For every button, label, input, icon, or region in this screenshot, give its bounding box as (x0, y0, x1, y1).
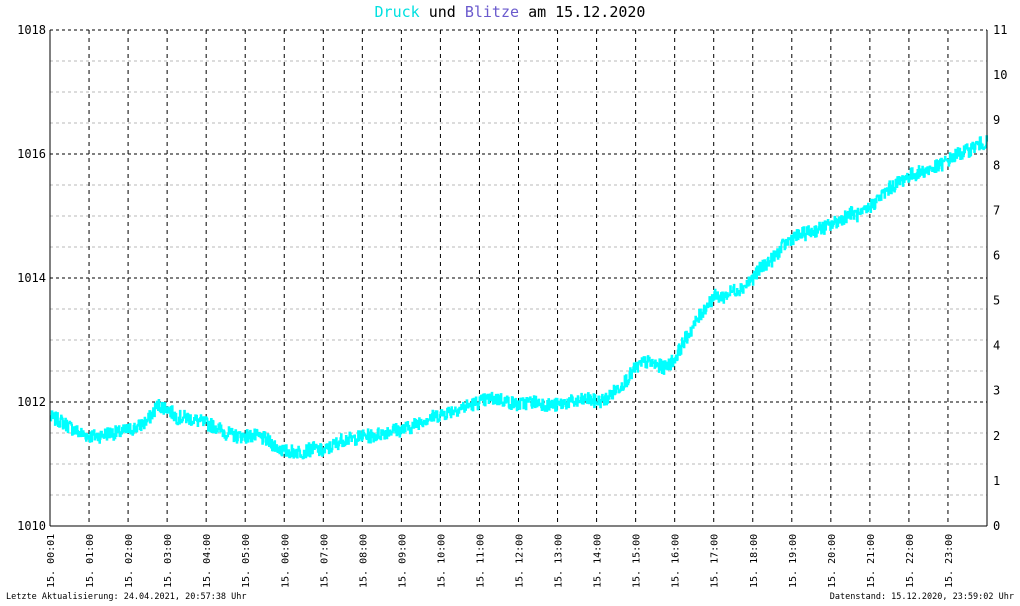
x-tick-label: 15. 07:00 (319, 534, 330, 588)
y-left-tick-label: 1012 (17, 395, 46, 409)
axis-layer: 1010 1012 1014 1016 1018 0 1 2 3 4 5 6 7 8 9 10 11 15. 00… (17, 23, 1007, 588)
y-right-tick-label: 6 (993, 248, 1000, 262)
x-tick-label: 15. 02:00 (124, 534, 135, 588)
y-right-tick-label: 3 (993, 384, 1000, 398)
y-right-tick-label: 7 (993, 203, 1000, 217)
x-tick-label: 15. 16:00 (671, 534, 682, 588)
y-left-tick-label: 1018 (17, 23, 46, 37)
y-right-tick-label: 4 (993, 339, 1000, 353)
y-left-tick-label: 1016 (17, 147, 46, 161)
x-tick-label: 15. 22:00 (905, 534, 916, 588)
x-tick-label: 15. 10:00 (436, 534, 447, 588)
grid-layer (50, 30, 987, 526)
x-tick-label: 15. 00:01 (46, 534, 57, 588)
y-right-tick-label: 1 (993, 474, 1000, 488)
x-tick-label: 15. 08:00 (358, 534, 369, 588)
y-right-tick-label: 5 (993, 294, 1000, 308)
chart-title: Druck und Blitze am 15.12.2020 (0, 3, 1020, 21)
y-right-tick-label: 10 (993, 68, 1007, 82)
x-tick-label: 15. 04:00 (202, 534, 213, 588)
x-tick-label: 15. 21:00 (866, 534, 877, 588)
x-tick-label: 15. 03:00 (163, 534, 174, 588)
title-series1: Druck (374, 3, 420, 21)
title-date: 15.12.2020 (555, 3, 646, 21)
x-tick-label: 15. 17:00 (710, 534, 721, 588)
x-tick-label: 15. 05:00 (241, 534, 252, 588)
x-tick-label: 15. 14:00 (593, 534, 604, 588)
pressure-series-line (49, 135, 988, 460)
x-tick-label: 15. 09:00 (397, 534, 408, 588)
x-tick-label: 15. 12:00 (515, 534, 526, 588)
title-series2: Blitze (464, 3, 520, 21)
y-right-tick-label: 2 (993, 429, 1000, 443)
y-right-tick-label: 9 (993, 113, 1000, 127)
title-connector: und (428, 3, 456, 21)
last-update-text: Letzte Aktualisierung: 24.04.2021, 20:57… (6, 592, 247, 602)
x-tick-label: 15. 23:00 (944, 534, 955, 588)
pressure-line-layer (49, 135, 988, 460)
x-tick-label: 15. 15:00 (632, 534, 643, 588)
x-tick-label: 15. 11:00 (475, 534, 486, 588)
x-tick-label: 15. 19:00 (788, 534, 799, 588)
y-left-tick-label: 1014 (17, 271, 46, 285)
y-right-tick-label: 8 (993, 158, 1000, 172)
x-tick-label: 15. 06:00 (280, 534, 291, 588)
y-right-tick-label: 0 (993, 519, 1000, 533)
x-tick-label: 15. 01:00 (85, 534, 96, 588)
title-date-prefix: am (528, 3, 547, 21)
y-right-tick-label: 11 (993, 23, 1007, 37)
x-tick-label: 15. 13:00 (554, 534, 565, 588)
data-status-text: Datenstand: 15.12.2020, 23:59:02 Uhr (829, 592, 1014, 602)
y-left-tick-label: 1010 (17, 519, 46, 533)
x-tick-label: 15. 20:00 (827, 534, 838, 588)
x-tick-label: 15. 18:00 (749, 534, 760, 588)
